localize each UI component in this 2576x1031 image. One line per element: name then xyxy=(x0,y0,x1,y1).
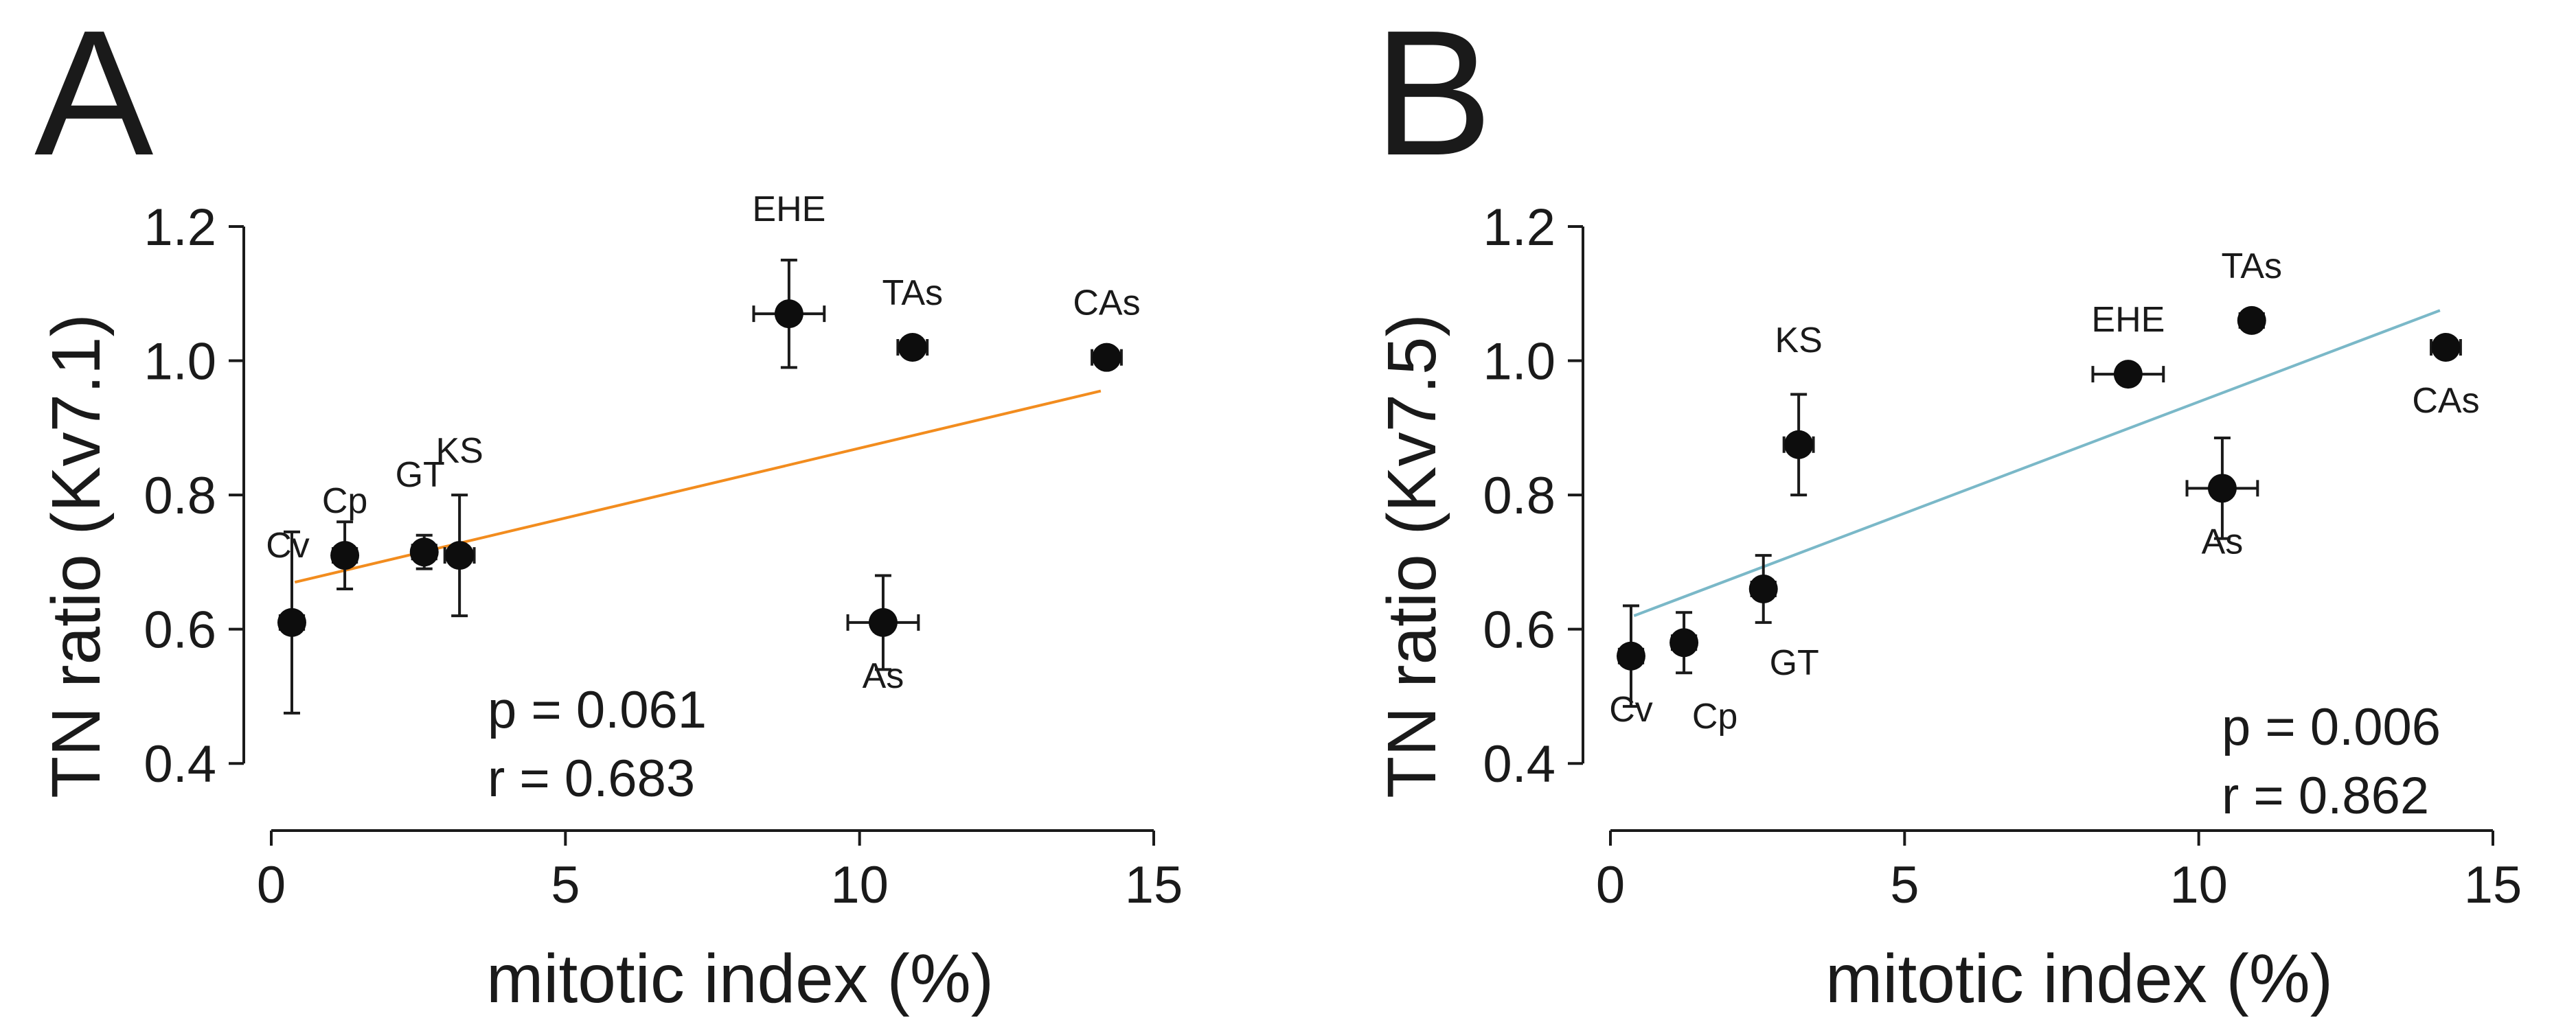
x-tick-label: 10 xyxy=(830,856,889,914)
y-tick-label: 0.4 xyxy=(1483,735,1555,793)
data-point xyxy=(1669,628,1699,658)
panel-b: B 0 5 10 15 0.4 0.6 0.8 1.0 1.2 mitotic index (%) T… xyxy=(1374,0,2522,1017)
data-point-label: Cp xyxy=(1692,697,1737,737)
x-tick-label: 15 xyxy=(1125,856,1183,914)
x-tick-label: 0 xyxy=(257,856,286,914)
data-point-label: As xyxy=(863,656,904,696)
y-tick-label: 0.6 xyxy=(144,601,216,660)
data-point-group: Cp xyxy=(1669,611,1737,737)
r-value-text: r = 0.683 xyxy=(488,750,695,808)
x-tick-label: 0 xyxy=(1596,856,1625,914)
x-tick-label: 15 xyxy=(2464,856,2522,914)
data-point xyxy=(2113,360,2143,389)
data-point-label: KS xyxy=(435,431,483,471)
data-point-label: TAs xyxy=(2221,246,2282,286)
data-point xyxy=(2237,305,2266,335)
r-value-text: r = 0.862 xyxy=(2222,767,2429,825)
y-tick-label: 1.2 xyxy=(1483,198,1555,257)
data-point-group: Cv xyxy=(266,526,310,715)
data-point xyxy=(2207,474,2237,503)
x-tick-label: 10 xyxy=(2169,856,2228,914)
regression-line xyxy=(1633,309,2441,617)
y-tick-label: 0.8 xyxy=(1483,467,1555,525)
data-point-label: EHE xyxy=(752,189,825,229)
data-point xyxy=(330,541,360,570)
data-point-group: EHE xyxy=(752,189,825,369)
data-point-label: Cv xyxy=(266,526,310,566)
x-tick-label: 5 xyxy=(1890,856,1919,914)
x-axis-label: mitotic index (%) xyxy=(486,940,994,1017)
p-value-text: p = 0.061 xyxy=(488,681,707,739)
data-point xyxy=(868,607,898,637)
data-point-group: KS xyxy=(435,431,483,618)
data-point-group: TAs xyxy=(2221,246,2282,335)
data-point-group: As xyxy=(846,574,920,696)
data-point-label: As xyxy=(2202,522,2244,561)
data-point-label: CAs xyxy=(1073,283,1140,323)
data-point-group: GT xyxy=(1748,554,1819,683)
data-point xyxy=(1092,343,1121,372)
data-point-label: KS xyxy=(1775,321,1822,360)
data-point-group: CAs xyxy=(1073,283,1141,372)
panel-letter: B xyxy=(1374,0,1492,193)
data-point-label: Cv xyxy=(1609,690,1653,730)
data-point xyxy=(898,333,927,362)
y-tick-label: 1.2 xyxy=(144,198,216,257)
data-point-group: KS xyxy=(1775,321,1823,497)
data-point-group: CAs xyxy=(2412,333,2480,421)
y-tick-label: 1.0 xyxy=(1483,333,1555,391)
data-point xyxy=(277,607,306,637)
y-axis-label: TN ratio (Kv7.5) xyxy=(1374,314,1450,798)
y-tick-label: 0.6 xyxy=(1483,601,1555,660)
x-tick-label: 5 xyxy=(551,856,580,914)
y-axis-label: TN ratio (Kv7.1) xyxy=(38,314,115,798)
data-point xyxy=(1616,641,1645,671)
panel-letter: A xyxy=(34,0,155,193)
data-point-group: EHE xyxy=(2091,300,2165,389)
data-point-label: EHE xyxy=(2091,300,2165,340)
data-point-group: GT xyxy=(396,455,445,570)
y-tick-label: 0.4 xyxy=(144,735,216,793)
data-point xyxy=(774,299,803,329)
data-point xyxy=(445,541,475,570)
data-point-group: Cv xyxy=(1609,604,1653,730)
x-axis-label: mitotic index (%) xyxy=(1825,940,2333,1017)
data-point-group: Cp xyxy=(322,481,367,590)
y-tick-label: 0.8 xyxy=(144,467,216,525)
p-value-text: p = 0.006 xyxy=(2222,698,2441,756)
data-point-label: TAs xyxy=(882,273,943,313)
y-tick-label: 1.0 xyxy=(144,333,216,391)
data-point xyxy=(409,537,439,567)
panel-a: A 0 5 10 15 0.4 0.6 0.8 1.0 1.2 mitotic index (%) T… xyxy=(34,0,1183,1017)
data-point xyxy=(2431,333,2461,362)
data-point-label: GT xyxy=(396,455,445,495)
data-point xyxy=(1784,430,1814,459)
data-point-group: TAs xyxy=(882,273,943,362)
data-point xyxy=(1748,575,1778,603)
data-point-group: As xyxy=(2185,437,2259,561)
data-point-label: GT xyxy=(1770,643,1819,683)
data-point-label: Cp xyxy=(322,481,367,521)
data-point-label: CAs xyxy=(2412,381,2479,421)
